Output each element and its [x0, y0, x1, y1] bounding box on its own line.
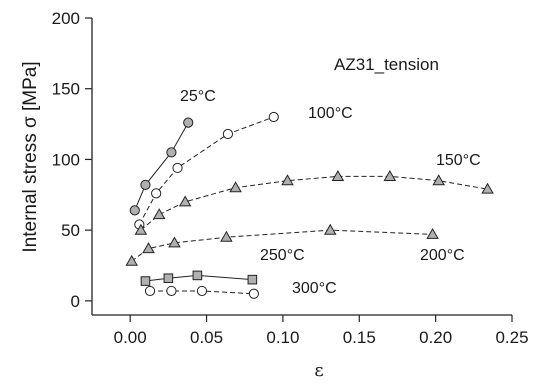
data-point	[151, 188, 162, 199]
series-line	[145, 274, 253, 282]
series-label: 200°C	[420, 247, 465, 264]
series-label: 300°C	[292, 280, 337, 297]
series-line	[134, 122, 189, 211]
data-point	[134, 223, 148, 235]
series-line	[140, 175, 488, 231]
data-point	[183, 117, 194, 128]
data-point	[222, 128, 234, 140]
series-100°C	[134, 111, 279, 230]
x-tick-label: 0.15	[343, 328, 376, 347]
y-axis-title: Internal stress σ [MPa]	[20, 61, 41, 252]
series-300°C	[144, 285, 259, 299]
data-point	[432, 174, 445, 186]
data-point	[220, 230, 233, 242]
series-line	[150, 290, 254, 295]
y-tick-label: 200	[52, 9, 80, 28]
chart-title: AZ31_tension	[334, 55, 439, 74]
y-tick-label: 0	[71, 292, 80, 311]
series-25°C	[129, 117, 194, 216]
series-label: 25°C	[180, 88, 216, 105]
data-point	[281, 174, 294, 186]
labels-layer: AZ31_tension Internal stress σ [MPa] ε 0…	[20, 9, 529, 381]
data-point	[192, 270, 203, 281]
data-point	[268, 111, 279, 123]
x-tick-label: 0.20	[419, 328, 452, 347]
series-150°C	[134, 169, 494, 235]
data-point	[152, 208, 166, 220]
data-point	[129, 205, 140, 216]
y-tick-label: 50	[61, 221, 80, 240]
data-point	[142, 242, 155, 254]
series-200°C	[125, 223, 439, 266]
data-point	[247, 274, 258, 285]
data-point	[168, 236, 181, 248]
data-point	[166, 285, 177, 297]
y-tick-label: 100	[52, 150, 80, 169]
data-point	[323, 223, 337, 235]
series-label: 150°C	[436, 152, 481, 169]
data-point	[481, 182, 494, 194]
series-layer	[125, 111, 494, 299]
x-tick-label: 0.10	[266, 328, 299, 347]
data-point	[196, 285, 208, 297]
data-point	[163, 273, 174, 284]
x-tick-label: 0.05	[190, 328, 223, 347]
data-point	[331, 169, 345, 181]
data-point	[229, 181, 242, 193]
data-point	[248, 288, 259, 299]
x-axis-title: ε	[314, 360, 323, 381]
data-point	[426, 227, 439, 239]
data-point	[140, 179, 151, 190]
x-tick-label: 0.25	[495, 328, 528, 347]
data-point	[178, 195, 192, 207]
axes	[85, 17, 513, 322]
data-point	[172, 162, 183, 174]
y-tick-label: 150	[52, 80, 80, 99]
series-line	[138, 116, 274, 225]
data-point	[140, 276, 151, 286]
data-point	[383, 169, 397, 181]
series-label: 100°C	[308, 105, 353, 122]
x-tick-label: 0.00	[114, 328, 147, 347]
data-point	[125, 254, 138, 266]
series-250°C	[140, 270, 258, 286]
data-point	[144, 285, 156, 297]
data-point	[166, 147, 177, 158]
series-label: 250°C	[260, 247, 305, 264]
